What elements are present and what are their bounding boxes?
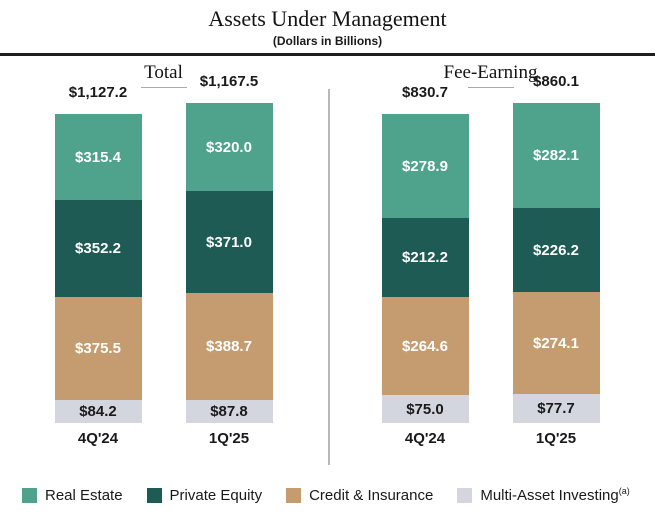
bar-total-label: $830.7 xyxy=(402,84,448,101)
bar-segment-real-estate: $282.1 xyxy=(512,103,600,208)
bar-column-1q-25-total: $1,167.5 $320.0 $371.0 $388.7 $87.8 1Q'25 xyxy=(185,73,273,447)
x-axis-label: 1Q'25 xyxy=(535,430,577,447)
bar-segment-multi-asset-investing: $84.2 xyxy=(54,400,142,423)
section-total: Total $1,127.2 $315.4 $352.2 $375.5 $84.2 4Q'… xyxy=(0,61,327,447)
bar-segment-private-equity: $352.2 xyxy=(54,200,142,297)
horizontal-rule xyxy=(0,53,655,56)
section-underline xyxy=(140,87,187,88)
x-axis-label: 4Q'24 xyxy=(404,430,446,447)
legend-label: Credit & Insurance xyxy=(309,487,434,504)
bar-stack: $278.9 $212.2 $264.6 $75.0 xyxy=(381,114,469,423)
legend-label: Multi-Asset Investing(a) xyxy=(480,486,630,505)
bar-column-1q-25-fee-earning: $860.1 $282.1 $226.2 $274.1 $77.7 1Q'25 xyxy=(512,73,600,447)
legend-footnote-marker: (a) xyxy=(618,486,630,496)
legend-swatch-multi-asset-investing xyxy=(457,488,473,503)
chart-subtitle: (Dollars in Billions) xyxy=(272,34,383,48)
bar-segment-multi-asset-investing: $87.8 xyxy=(185,400,273,423)
bar-segment-multi-asset-investing: $77.7 xyxy=(512,394,600,423)
section-title-total: Total xyxy=(144,62,183,83)
bar-stack: $320.0 $371.0 $388.7 $87.8 xyxy=(185,103,273,423)
legend-label: Private Equity xyxy=(169,487,263,504)
bar-total-label: $1,127.2 xyxy=(68,84,128,101)
legend-item-credit-insurance: Credit & Insurance xyxy=(286,487,433,504)
legend-swatch-real-estate xyxy=(22,488,37,503)
bar-segment-credit-insurance: $264.6 xyxy=(381,297,469,395)
legend-swatch-private-equity xyxy=(146,488,162,503)
section-underline xyxy=(467,87,514,88)
vertical-divider xyxy=(327,89,330,465)
chart-title: Assets Under Management xyxy=(208,6,447,31)
bar-total-label: $1,167.5 xyxy=(199,73,259,90)
bars-row-fee-earning: $830.7 $278.9 $212.2 $264.6 $75.0 4Q'24 $860.1… xyxy=(381,73,600,447)
bars-row-total: $1,127.2 $315.4 $352.2 $375.5 $84.2 4Q'24 $1,1… xyxy=(54,73,273,447)
bar-segment-private-equity: $226.2 xyxy=(512,208,600,292)
bar-segment-credit-insurance: $375.5 xyxy=(54,297,142,400)
bar-segment-real-estate: $320.0 xyxy=(185,103,273,191)
bar-column-4q-24-total: $1,127.2 $315.4 $352.2 $375.5 $84.2 4Q'24 xyxy=(54,84,142,447)
legend-label: Real Estate xyxy=(45,487,123,504)
legend-item-private-equity: Private Equity xyxy=(146,487,263,504)
x-axis-label: 4Q'24 xyxy=(77,430,119,447)
legend-swatch-credit-insurance xyxy=(286,488,302,503)
section-fee-earning: Fee-Earning $830.7 $278.9 $212.2 $264.6 $75.… xyxy=(327,61,654,447)
bar-segment-credit-insurance: $388.7 xyxy=(185,293,273,400)
x-axis-label: 1Q'25 xyxy=(208,430,250,447)
bar-segment-private-equity: $212.2 xyxy=(381,218,469,297)
bar-segment-private-equity: $371.0 xyxy=(185,191,273,293)
chart-body: Total $1,127.2 $315.4 $352.2 $375.5 $84.2 4Q'… xyxy=(0,61,655,465)
bar-segment-real-estate: $278.9 xyxy=(381,114,469,218)
bar-segment-multi-asset-investing: $75.0 xyxy=(381,395,469,423)
legend: Real Estate Private Equity Credit & Insura… xyxy=(0,487,655,504)
legend-item-real-estate: Real Estate xyxy=(22,487,123,504)
bar-stack: $282.1 $226.2 $274.1 $77.7 xyxy=(512,103,600,423)
bar-column-4q-24-fee-earning: $830.7 $278.9 $212.2 $264.6 $75.0 4Q'24 xyxy=(381,84,469,447)
bar-stack: $315.4 $352.2 $375.5 $84.2 xyxy=(54,114,142,423)
legend-item-multi-asset-investing: Multi-Asset Investing(a) xyxy=(457,486,630,505)
bar-total-label: $860.1 xyxy=(533,73,579,90)
bar-segment-credit-insurance: $274.1 xyxy=(512,292,600,394)
section-title-fee-earning: Fee-Earning xyxy=(443,62,538,83)
bar-segment-real-estate: $315.4 xyxy=(54,114,142,200)
